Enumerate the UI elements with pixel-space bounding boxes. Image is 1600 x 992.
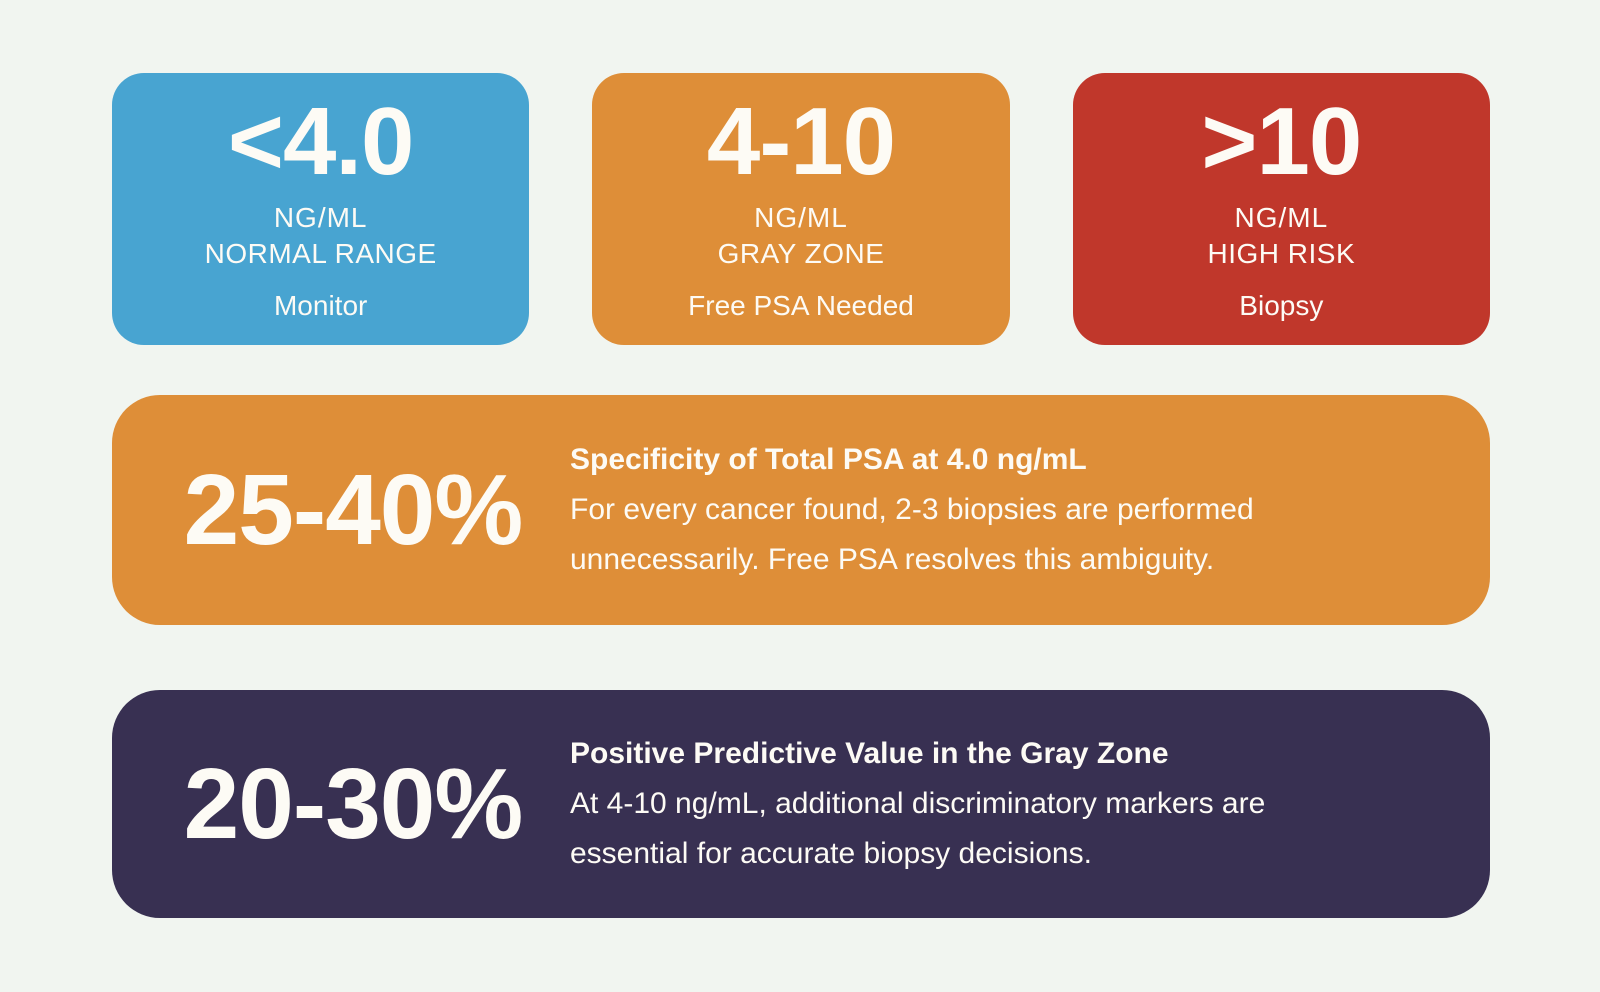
psa-action-label: Monitor <box>273 290 368 321</box>
banner-body-line: essential for accurate biopsy decisions. <box>570 837 1092 870</box>
psa-value: 4-10 <box>706 88 896 195</box>
psa-card-normal-range: <4.0 NG/ML NORMAL RANGE Monitor <box>112 73 530 345</box>
psa-range-label: GRAY ZONE <box>717 238 885 269</box>
ppv-stat-banner: 20-30% Positive Predictive Value in the … <box>112 690 1490 918</box>
psa-range-label: HIGH RISK <box>1207 238 1356 269</box>
banner-body-line: unnecessarily. Free PSA resolves this am… <box>570 543 1215 576</box>
psa-range-label: NORMAL RANGE <box>204 238 437 269</box>
banner-body-line: For every cancer found, 2-3 biopsies are… <box>570 493 1254 526</box>
psa-range-cards-row: <4.0 NG/ML NORMAL RANGE Monitor 4-10 NG/… <box>112 73 1490 345</box>
specificity-stat-banner: 25-40% Specificity of Total PSA at 4.0 n… <box>112 395 1490 625</box>
stat-value: 25-40% <box>183 453 524 566</box>
psa-unit: NG/ML <box>1234 202 1329 233</box>
stat-value: 20-30% <box>183 747 524 860</box>
psa-value: <4.0 <box>227 88 415 195</box>
banner-text-block: Positive Predictive Value in the Gray Zo… <box>570 729 1490 879</box>
banner-text-block: Specificity of Total PSA at 4.0 ng/mL Fo… <box>570 435 1490 585</box>
banner-heading: Positive Predictive Value in the Gray Zo… <box>570 737 1169 770</box>
psa-action-label: Biopsy <box>1239 290 1324 321</box>
banner-heading: Specificity of Total PSA at 4.0 ng/mL <box>570 443 1087 476</box>
psa-unit: NG/ML <box>754 202 848 233</box>
psa-unit: NG/ML <box>273 202 368 233</box>
psa-card-high-risk: >10 NG/ML HIGH RISK Biopsy <box>1072 73 1490 345</box>
banner-body-line: At 4-10 ng/mL, additional discriminatory… <box>570 787 1266 820</box>
psa-value: >10 <box>1201 88 1362 195</box>
psa-card-gray-zone: 4-10 NG/ML GRAY ZONE Free PSA Needed <box>592 73 1010 345</box>
psa-action-label: Free PSA Needed <box>688 290 914 321</box>
